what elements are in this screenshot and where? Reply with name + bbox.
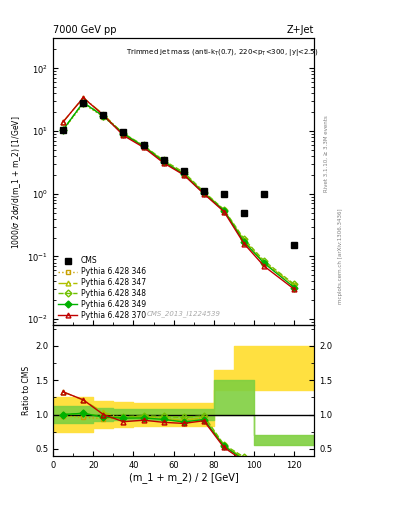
- Pythia 6.428 348: [182, 169, 186, 175]
- Pythia 6.428 347: [141, 143, 146, 149]
- CMS: [61, 126, 66, 133]
- CMS: [81, 100, 86, 106]
- Pythia 6.428 346: [81, 101, 86, 107]
- Pythia 6.428 346: [242, 238, 246, 244]
- Pythia 6.428 348: [101, 113, 106, 119]
- CMS: [182, 168, 186, 174]
- Pythia 6.428 370: [141, 144, 146, 151]
- Pythia 6.428 348: [222, 206, 226, 212]
- Pythia 6.428 370: [61, 119, 66, 125]
- Pythia 6.428 370: [81, 95, 86, 101]
- CMS: [242, 209, 246, 216]
- Pythia 6.428 370: [262, 263, 266, 269]
- Pythia 6.428 370: [242, 241, 246, 247]
- Line: Pythia 6.428 348: Pythia 6.428 348: [61, 100, 297, 287]
- Pythia 6.428 370: [222, 208, 226, 215]
- Pythia 6.428 370: [161, 160, 166, 166]
- Y-axis label: 1000/$\sigma$ 2d$\sigma$/d(m_1 + m_2) [1/GeV]: 1000/$\sigma$ 2d$\sigma$/d(m_1 + m_2) [1…: [11, 115, 23, 249]
- Text: mcplots.cern.ch [arXiv:1306.3436]: mcplots.cern.ch [arXiv:1306.3436]: [338, 208, 343, 304]
- Pythia 6.428 370: [202, 190, 206, 197]
- Pythia 6.428 370: [292, 286, 297, 292]
- Pythia 6.428 347: [121, 131, 126, 137]
- Pythia 6.428 370: [182, 172, 186, 178]
- CMS: [141, 142, 146, 148]
- Pythia 6.428 347: [262, 260, 266, 266]
- Pythia 6.428 348: [81, 99, 86, 105]
- Pythia 6.428 346: [182, 170, 186, 177]
- Pythia 6.428 348: [141, 142, 146, 148]
- Pythia 6.428 347: [182, 170, 186, 177]
- Pythia 6.428 348: [262, 258, 266, 264]
- CMS: [101, 112, 106, 118]
- Pythia 6.428 370: [121, 133, 126, 139]
- CMS: [202, 188, 206, 194]
- Pythia 6.428 349: [262, 260, 266, 266]
- CMS: [121, 130, 126, 136]
- Pythia 6.428 347: [101, 111, 106, 117]
- Pythia 6.428 349: [222, 207, 226, 214]
- Pythia 6.428 349: [121, 131, 126, 137]
- Text: CMS_2013_I1224539: CMS_2013_I1224539: [147, 310, 221, 317]
- Pythia 6.428 346: [61, 127, 66, 133]
- Line: Pythia 6.428 370: Pythia 6.428 370: [61, 95, 297, 292]
- Pythia 6.428 347: [81, 95, 86, 101]
- Pythia 6.428 346: [141, 143, 146, 149]
- Pythia 6.428 349: [161, 159, 166, 165]
- Line: CMS: CMS: [61, 100, 297, 248]
- Pythia 6.428 347: [61, 119, 66, 125]
- Line: Pythia 6.428 349: Pythia 6.428 349: [61, 100, 297, 290]
- Line: Pythia 6.428 347: Pythia 6.428 347: [61, 95, 297, 288]
- Pythia 6.428 348: [242, 236, 246, 242]
- Pythia 6.428 346: [121, 131, 126, 137]
- Pythia 6.428 349: [81, 99, 86, 105]
- Text: 7000 GeV pp: 7000 GeV pp: [53, 25, 117, 35]
- Pythia 6.428 348: [61, 126, 66, 133]
- Pythia 6.428 348: [292, 281, 297, 287]
- Pythia 6.428 346: [262, 260, 266, 266]
- Pythia 6.428 347: [222, 207, 226, 213]
- Pythia 6.428 348: [161, 157, 166, 163]
- Pythia 6.428 349: [242, 239, 246, 245]
- Pythia 6.428 349: [292, 285, 297, 291]
- Pythia 6.428 347: [161, 158, 166, 164]
- Y-axis label: Ratio to CMS: Ratio to CMS: [22, 366, 31, 415]
- Pythia 6.428 348: [202, 188, 206, 195]
- Pythia 6.428 346: [222, 207, 226, 213]
- Pythia 6.428 346: [101, 114, 106, 120]
- Pythia 6.428 347: [202, 189, 206, 196]
- Pythia 6.428 349: [141, 143, 146, 150]
- CMS: [222, 190, 226, 197]
- Pythia 6.428 349: [182, 171, 186, 177]
- CMS: [262, 190, 266, 197]
- CMS: [292, 242, 297, 248]
- Pythia 6.428 347: [292, 282, 297, 288]
- Line: Pythia 6.428 346: Pythia 6.428 346: [61, 101, 297, 288]
- Text: Rivet 3.1.10, ≥ 3.3M events: Rivet 3.1.10, ≥ 3.3M events: [324, 115, 329, 192]
- Text: Z+Jet: Z+Jet: [287, 25, 314, 35]
- X-axis label: (m_1 + m_2) / 2 [GeV]: (m_1 + m_2) / 2 [GeV]: [129, 472, 239, 483]
- Pythia 6.428 349: [101, 113, 106, 119]
- Pythia 6.428 347: [242, 238, 246, 244]
- Legend: CMS, Pythia 6.428 346, Pythia 6.428 347, Pythia 6.428 348, Pythia 6.428 349, Pyt: CMS, Pythia 6.428 346, Pythia 6.428 347,…: [57, 255, 147, 322]
- Text: Trimmed jet mass (anti-k$_{\mathsf{T}}$(0.7), 220<p$_{\mathsf{T}}$<300, |y|<2.5): Trimmed jet mass (anti-k$_{\mathsf{T}}$(…: [126, 47, 319, 58]
- Pythia 6.428 348: [121, 130, 126, 136]
- Pythia 6.428 349: [202, 190, 206, 196]
- Pythia 6.428 346: [202, 189, 206, 196]
- Pythia 6.428 346: [161, 158, 166, 164]
- Pythia 6.428 346: [292, 282, 297, 288]
- Pythia 6.428 349: [61, 126, 66, 133]
- CMS: [161, 157, 166, 163]
- Pythia 6.428 370: [101, 112, 106, 118]
